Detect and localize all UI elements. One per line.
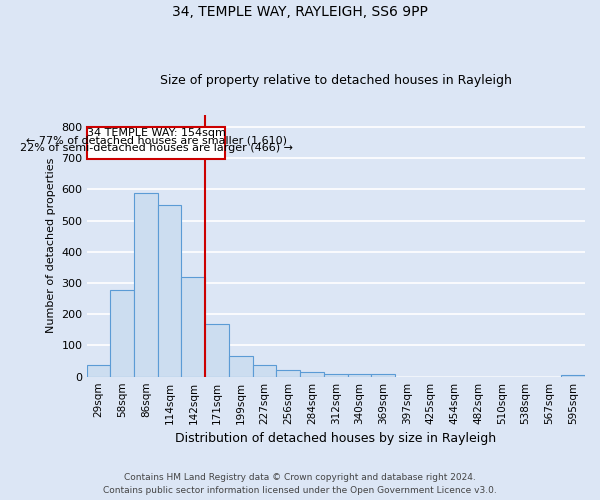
Bar	[134, 192, 158, 376]
Bar	[181, 277, 205, 376]
Text: 34 TEMPLE WAY: 154sqm: 34 TEMPLE WAY: 154sqm	[87, 128, 226, 138]
Bar	[324, 374, 347, 376]
Bar	[300, 372, 324, 376]
Bar	[277, 370, 300, 376]
Bar	[371, 374, 395, 376]
Text: ← 77% of detached houses are smaller (1,610): ← 77% of detached houses are smaller (1,…	[26, 136, 287, 145]
Bar	[158, 205, 181, 376]
Text: 22% of semi-detached houses are larger (466) →: 22% of semi-detached houses are larger (…	[20, 144, 293, 154]
Text: Contains HM Land Registry data © Crown copyright and database right 2024.
Contai: Contains HM Land Registry data © Crown c…	[103, 474, 497, 495]
Bar	[110, 290, 134, 376]
Bar	[253, 365, 277, 376]
Bar	[86, 365, 110, 376]
Bar	[229, 356, 253, 376]
Bar	[561, 375, 585, 376]
X-axis label: Distribution of detached houses by size in Rayleigh: Distribution of detached houses by size …	[175, 432, 496, 445]
Y-axis label: Number of detached properties: Number of detached properties	[46, 158, 56, 334]
Title: Size of property relative to detached houses in Rayleigh: Size of property relative to detached ho…	[160, 74, 512, 87]
Bar	[205, 324, 229, 376]
Text: 34, TEMPLE WAY, RAYLEIGH, SS6 9PP: 34, TEMPLE WAY, RAYLEIGH, SS6 9PP	[172, 5, 428, 19]
Bar	[347, 374, 371, 376]
Bar	[87, 127, 226, 159]
